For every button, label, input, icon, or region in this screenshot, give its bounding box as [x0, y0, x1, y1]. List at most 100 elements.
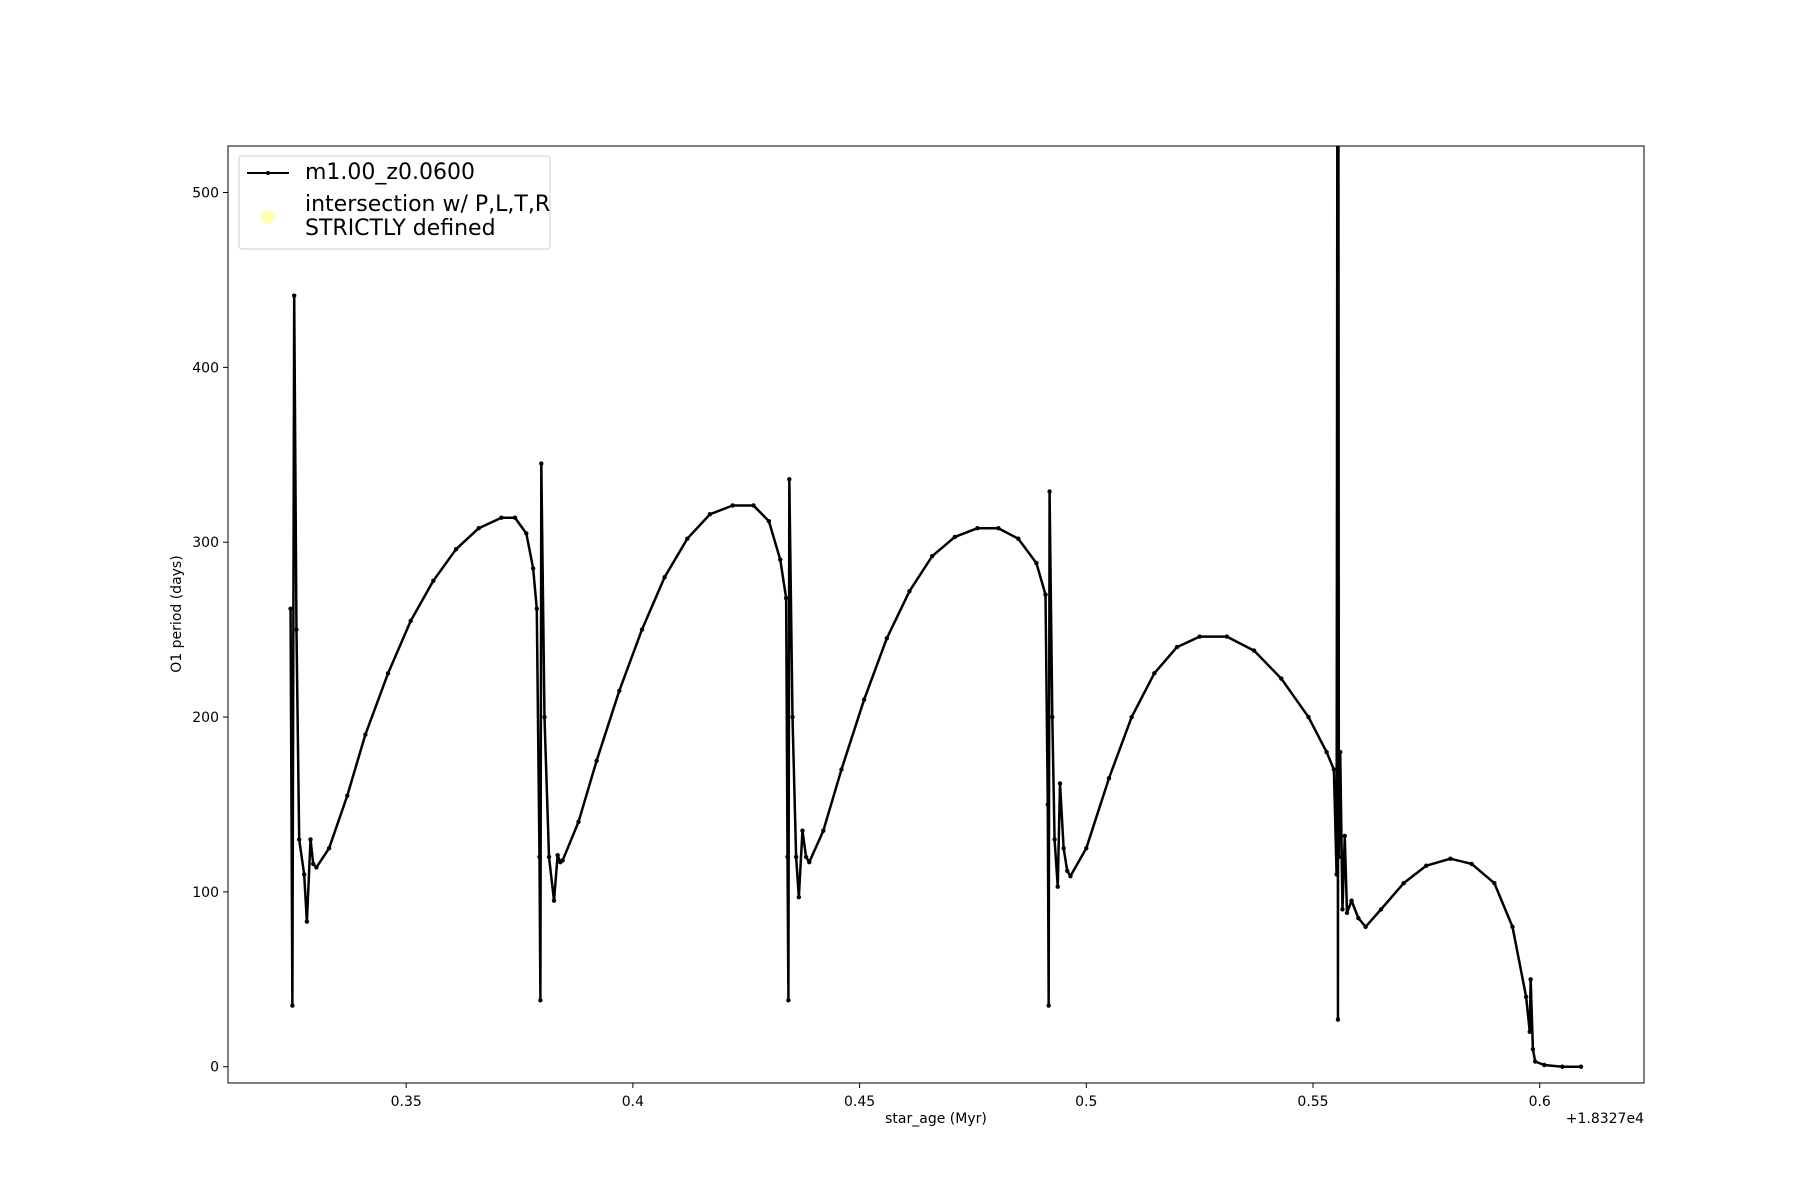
data-point: [790, 714, 795, 720]
plot-area: [288, 15, 1584, 1069]
data-point: [1336, 15, 1340, 19]
data-point: [560, 858, 565, 863]
data-point: [793, 854, 799, 860]
data-point: [1046, 1003, 1051, 1008]
data-point: [1448, 856, 1453, 861]
data-point: [707, 512, 713, 517]
data-point: [1469, 861, 1474, 867]
y-tick-label: 300: [192, 535, 219, 551]
data-point: [1542, 1062, 1547, 1068]
data-point: [1527, 1029, 1532, 1034]
data-point: [326, 845, 332, 851]
data-point: [1492, 880, 1497, 886]
data-point: [1356, 915, 1361, 921]
data-point: [1338, 749, 1343, 755]
data-point: [1344, 910, 1350, 916]
data-point: [546, 854, 552, 860]
data-point: [1034, 560, 1039, 566]
data-point: [1055, 884, 1060, 889]
data-point: [1251, 648, 1257, 653]
data-point: [786, 998, 791, 1003]
data-point: [1068, 873, 1073, 879]
data-line: [289, 146, 1581, 1068]
data-point: [345, 793, 350, 798]
legend-marker: [261, 210, 275, 224]
data-point: [594, 758, 599, 763]
data-point: [1528, 977, 1533, 982]
x-tick-label: 0.55: [1297, 1094, 1328, 1110]
data-point: [1016, 536, 1021, 541]
x-tick-label: 0.45: [844, 1094, 875, 1110]
y-tick-label: 500: [192, 186, 219, 202]
data-point: [751, 503, 756, 508]
data-point: [1152, 671, 1157, 676]
data-point: [363, 732, 368, 737]
data-point: [296, 837, 302, 842]
data-point: [1342, 833, 1347, 839]
data-point: [1578, 1064, 1584, 1069]
data-point: [685, 536, 690, 541]
data-point: [952, 534, 958, 540]
data-point: [524, 531, 529, 536]
data-point: [861, 697, 867, 702]
data-point: [975, 526, 980, 531]
data-point: [1336, 854, 1342, 860]
data-point: [1043, 592, 1048, 597]
data-point: [1057, 781, 1063, 786]
data-point: [542, 714, 547, 720]
data-point: [730, 503, 735, 508]
y-axis-label: O1 period (days): [169, 555, 185, 672]
y-tick-label: 0: [210, 1060, 219, 1076]
data-point: [1224, 634, 1230, 639]
data-point: [530, 566, 536, 571]
data-point: [803, 854, 809, 860]
data-point: [291, 293, 297, 298]
data-point: [778, 557, 783, 562]
data-point: [288, 606, 293, 611]
data-point: [314, 865, 319, 870]
data-point: [534, 606, 539, 611]
data-point: [1061, 845, 1066, 851]
data-point: [453, 546, 459, 552]
y-tick-label: 400: [192, 360, 219, 376]
data-point: [1335, 1017, 1341, 1022]
data-point: [807, 859, 812, 865]
data-point: [1340, 907, 1345, 912]
data-point: [1052, 837, 1057, 842]
data-point: [1279, 676, 1284, 681]
x-offset-text: +1.8327e4: [1566, 1111, 1644, 1127]
data-point: [1560, 1064, 1565, 1069]
data-point: [304, 919, 310, 924]
data-point: [385, 671, 391, 676]
data-point: [1174, 644, 1180, 650]
data-point: [512, 515, 518, 520]
data-point: [617, 688, 622, 694]
legend-box: [238, 155, 551, 250]
data-point: [431, 578, 436, 583]
data-point: [929, 553, 935, 559]
data-point: [476, 526, 481, 531]
data-point: [499, 515, 504, 520]
data-point: [839, 767, 844, 772]
data-point: [996, 526, 1001, 531]
y-tick-label: 200: [192, 710, 219, 726]
data-point: [1047, 489, 1052, 494]
data-point: [537, 854, 542, 860]
data-point: [800, 828, 805, 833]
x-axis-label: star_age (Myr): [885, 1111, 987, 1127]
data-point: [1065, 868, 1070, 874]
legend-label: m1.00_z0.0600: [305, 160, 475, 185]
data-point: [1523, 994, 1529, 1000]
data-point: [821, 828, 826, 833]
legend-marker: [266, 171, 270, 175]
data-point: [1129, 714, 1134, 720]
data-point: [1334, 872, 1339, 877]
data-point: [796, 894, 802, 900]
data-point: [783, 595, 789, 601]
data-point: [1045, 802, 1050, 807]
data-point: [290, 1003, 295, 1008]
y-tick-label: 100: [192, 885, 219, 901]
data-point: [311, 861, 316, 867]
